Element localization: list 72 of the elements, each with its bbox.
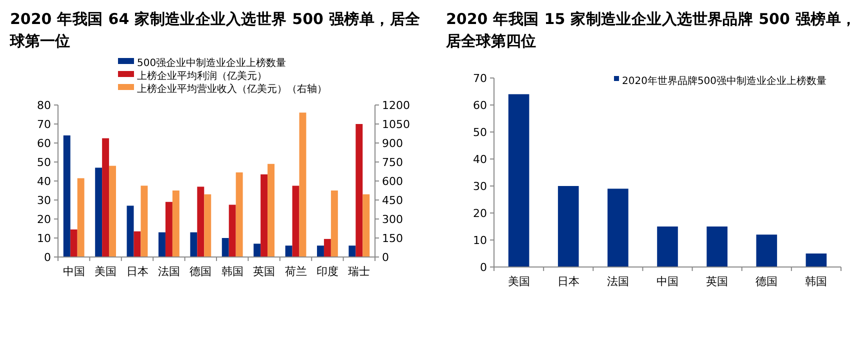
y2-tick-label: 0	[382, 251, 389, 264]
x-tick-label: 法国	[158, 265, 180, 278]
chart-title: 2020 年我国 64 家制造业企业入选世界 500 强榜单，居全球第一位	[10, 9, 420, 52]
y2-tick-label: 1200	[382, 99, 410, 112]
bar	[190, 232, 198, 257]
y2-tick-label: 300	[382, 213, 403, 226]
x-tick-label: 德国	[756, 275, 778, 288]
x-tick-label: 中国	[656, 275, 678, 288]
x-tick-label: 韩国	[805, 275, 828, 288]
bar	[508, 94, 530, 267]
y-tick-label: 80	[37, 99, 51, 112]
x-tick-label: 日本	[557, 275, 580, 288]
x-tick-label: 美国	[94, 265, 117, 278]
bar	[140, 186, 148, 257]
y-tick-label: 20	[473, 207, 487, 220]
y-tick-label: 30	[37, 194, 51, 207]
bar	[356, 124, 363, 257]
y-tick-label: 0	[44, 251, 51, 264]
y-tick-label: 10	[473, 234, 487, 247]
y2-tick-label: 1050	[382, 118, 410, 131]
bar	[285, 246, 292, 257]
y-tick-label: 60	[37, 137, 51, 150]
bar	[706, 226, 728, 267]
y-tick-label: 50	[473, 126, 487, 139]
bar	[608, 188, 628, 267]
bar	[657, 226, 678, 267]
bar	[756, 234, 778, 267]
chart-title: 2020 年我国 15 家制造业企业入选世界品牌 500 强榜单，居全球第四位	[446, 9, 856, 52]
y-tick-label: 70	[473, 72, 487, 85]
y-tick-label: 50	[37, 156, 51, 169]
bar	[348, 246, 356, 257]
legend-label: 500强企业中制造业企业上榜数量	[137, 57, 286, 69]
y-tick-label: 60	[473, 99, 487, 112]
bar	[95, 168, 102, 257]
y2-tick-label: 750	[382, 156, 403, 169]
bar	[806, 254, 827, 267]
y-tick-label: 20	[37, 213, 51, 226]
y-tick-label: 40	[37, 175, 51, 188]
x-tick-label: 荷兰	[284, 265, 307, 278]
x-tick-label: 德国	[190, 265, 212, 278]
x-tick-label: 印度	[316, 265, 338, 278]
bar	[77, 178, 84, 257]
bar	[316, 246, 324, 257]
y-tick-label: 40	[473, 153, 487, 166]
x-tick-label: 美国	[508, 275, 530, 288]
x-tick-label: 日本	[126, 265, 148, 278]
bar	[254, 244, 261, 257]
bar	[330, 190, 338, 257]
legend-label: 2020年世界品牌500强中制造业企业上榜数量	[622, 75, 827, 87]
bar	[222, 238, 229, 257]
y-tick-label: 0	[480, 261, 487, 274]
bar	[126, 206, 134, 257]
y2-tick-label: 450	[382, 194, 403, 207]
x-tick-label: 中国	[62, 265, 85, 278]
bar	[158, 232, 166, 257]
bar	[63, 135, 70, 257]
x-tick-label: 英国	[253, 265, 276, 278]
y-tick-label: 70	[37, 118, 51, 131]
y2-tick-label: 900	[382, 137, 403, 150]
y2-tick-label: 600	[382, 175, 403, 188]
legend-label: 上榜企业平均营业收入（亿美元）（右轴）	[137, 83, 327, 95]
legend-label: 上榜企业平均利润（亿美元）	[137, 70, 267, 82]
x-tick-label: 法国	[606, 275, 629, 288]
x-tick-label: 英国	[706, 275, 728, 288]
y2-tick-label: 150	[382, 232, 403, 245]
bar	[558, 186, 579, 267]
bar	[299, 112, 306, 257]
x-tick-label: 韩国	[221, 265, 244, 278]
x-tick-label: 瑞士	[348, 265, 370, 278]
y-tick-label: 10	[37, 232, 51, 245]
bar	[324, 238, 331, 257]
y-tick-label: 30	[473, 180, 487, 193]
